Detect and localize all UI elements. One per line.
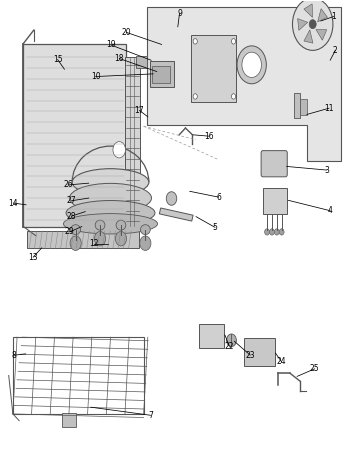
Bar [62,413,76,427]
Polygon shape [316,29,327,40]
Text: 23: 23 [245,351,255,360]
Circle shape [231,39,236,44]
Circle shape [279,229,284,235]
Circle shape [94,231,106,246]
Text: 9: 9 [177,9,182,18]
Bar [199,324,224,347]
Polygon shape [317,9,328,22]
Text: 17: 17 [135,106,144,115]
Text: 10: 10 [91,72,100,81]
Ellipse shape [116,220,126,230]
Circle shape [293,0,333,50]
Circle shape [193,94,197,99]
Bar [23,43,126,226]
Ellipse shape [71,225,80,235]
Circle shape [193,39,197,44]
Text: 7: 7 [148,411,153,420]
Ellipse shape [70,183,152,213]
Bar [263,188,287,214]
Circle shape [116,231,127,246]
Text: 16: 16 [204,132,214,141]
Text: 18: 18 [114,54,124,63]
Text: 22: 22 [225,342,234,351]
Text: 24: 24 [277,357,287,366]
Polygon shape [147,7,341,161]
Polygon shape [159,208,193,221]
Circle shape [70,236,81,251]
Bar [152,66,170,83]
Text: 12: 12 [89,239,99,248]
Text: 2: 2 [333,46,338,55]
Bar [300,99,307,115]
Bar [244,337,275,366]
Text: 26: 26 [63,180,73,189]
Text: 20: 20 [121,28,131,37]
Bar [150,61,174,87]
Text: 4: 4 [328,206,332,215]
Bar [27,231,139,248]
Bar [191,34,236,102]
Text: 13: 13 [28,253,38,262]
Text: 15: 15 [53,55,62,64]
Ellipse shape [63,214,158,234]
Text: 19: 19 [106,40,116,49]
Bar [126,57,140,226]
Ellipse shape [95,220,105,230]
Text: 5: 5 [213,223,218,232]
Text: 29: 29 [65,227,75,236]
Circle shape [274,229,279,235]
Text: 14: 14 [8,198,18,207]
FancyBboxPatch shape [261,151,287,177]
Bar [136,56,147,68]
Polygon shape [304,4,313,17]
Circle shape [113,142,126,158]
Bar [13,337,144,414]
Circle shape [226,334,236,347]
Ellipse shape [140,225,150,235]
Text: 28: 28 [67,212,76,221]
Polygon shape [304,30,313,43]
Circle shape [140,236,151,251]
Text: 1: 1 [331,12,336,21]
Circle shape [166,192,177,205]
Circle shape [265,229,270,235]
Text: 25: 25 [310,364,320,373]
Ellipse shape [66,201,155,226]
Circle shape [231,94,236,99]
Polygon shape [298,19,308,30]
Text: 8: 8 [12,351,16,360]
Text: 27: 27 [66,196,76,205]
Circle shape [237,46,266,84]
Circle shape [242,52,261,77]
Text: 3: 3 [324,165,329,174]
Text: 11: 11 [324,104,334,113]
Circle shape [309,19,316,29]
Ellipse shape [72,169,149,196]
Text: 6: 6 [216,193,221,202]
Bar [294,93,300,118]
Circle shape [270,229,274,235]
